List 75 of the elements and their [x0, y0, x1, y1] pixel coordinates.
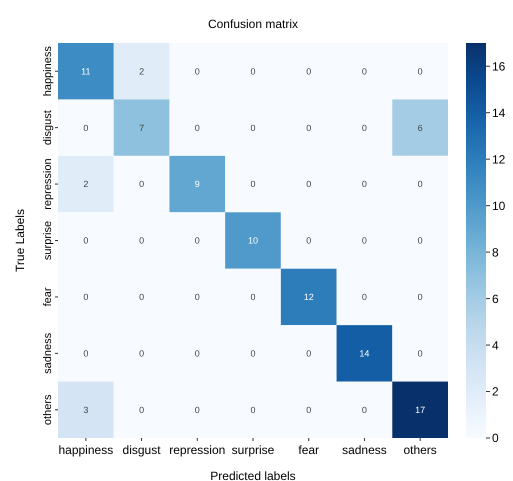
data-label: 0 [306, 122, 312, 133]
data-label: 0 [194, 122, 200, 133]
color-bar-label: 10 [492, 198, 506, 213]
y-tick-label: surprise [42, 220, 54, 260]
y-tick-label: sadness [42, 332, 54, 374]
data-label: 14 [359, 348, 370, 359]
y-tick-label: others [42, 394, 54, 426]
color-bar-label: 6 [492, 292, 499, 306]
y-tick-label: repression [42, 158, 54, 210]
color-bar-label: 2 [492, 384, 499, 399]
data-label: 0 [83, 348, 88, 359]
color-bar-label: 12 [492, 152, 506, 166]
data-label: 0 [362, 292, 367, 302]
y-tick-label: happiness [42, 46, 54, 96]
data-label: 0 [418, 236, 423, 246]
data-label: 3 [83, 404, 88, 415]
data-label: 0 [250, 122, 256, 133]
data-label: 0 [194, 404, 200, 415]
data-label: 0 [418, 66, 423, 76]
x-tick-label: others [403, 443, 437, 457]
y-tick-label: disgust [42, 110, 54, 146]
data-label: 0 [362, 122, 367, 133]
color-bar-label: 4 [492, 338, 499, 352]
data-label: 7 [139, 122, 144, 133]
data-label: 0 [194, 236, 200, 246]
data-label: 0 [194, 66, 200, 76]
data-label: 0 [418, 179, 423, 190]
data-label: 2 [139, 66, 144, 76]
data-label: 0 [362, 179, 367, 190]
y-tick-label: fear [42, 287, 54, 306]
data-label: 0 [250, 66, 256, 76]
data-label: 0 [250, 348, 256, 359]
data-label: 10 [248, 236, 258, 246]
data-label: 0 [306, 179, 312, 190]
data-label: 9 [194, 179, 200, 190]
chart-title: Confusion matrix [208, 17, 298, 31]
color-bar-label: 14 [492, 106, 506, 120]
data-label: 0 [139, 236, 144, 246]
data-label: 0 [139, 179, 144, 190]
x-tick-label: disgust [122, 443, 162, 457]
data-label: 0 [250, 292, 256, 302]
data-label: 0 [250, 179, 256, 190]
data-label: 0 [139, 404, 144, 415]
data-label: 0 [418, 348, 423, 359]
data-label: 0 [83, 236, 88, 246]
data-label: 0 [139, 348, 144, 359]
data-label: 0 [306, 348, 312, 359]
color-bar-label: 0 [492, 431, 499, 446]
x-tick-label: repression [169, 443, 226, 457]
x-axis-title: Predicted labels [210, 469, 296, 481]
data-label: 0 [418, 292, 423, 302]
data-label: 0 [250, 404, 256, 415]
x-tick-label: fear [298, 443, 320, 457]
data-label: 0 [306, 66, 312, 76]
data-label: 2 [83, 179, 88, 190]
x-tick-label: surprise [232, 443, 275, 457]
color-bar-label: 16 [492, 59, 506, 74]
data-label: 0 [83, 122, 88, 133]
data-label: 17 [415, 404, 426, 415]
data-label: 0 [139, 292, 144, 302]
data-label: 0 [362, 404, 367, 415]
data-label: 11 [81, 66, 91, 76]
color-bar-label: 8 [492, 245, 499, 260]
data-label: 0 [194, 348, 200, 359]
data-label: 0 [306, 404, 312, 415]
data-label: 0 [194, 292, 200, 302]
data-label: 12 [304, 292, 314, 302]
data-label: 0 [362, 66, 367, 76]
data-label: 0 [306, 236, 312, 246]
data-label: 0 [83, 292, 88, 302]
x-tick-label: happiness [58, 443, 114, 457]
data-label: 0 [362, 236, 367, 246]
data-label: 6 [418, 122, 423, 133]
y-axis-title: True Labels [13, 209, 27, 272]
x-tick-label: sadness [342, 443, 387, 457]
